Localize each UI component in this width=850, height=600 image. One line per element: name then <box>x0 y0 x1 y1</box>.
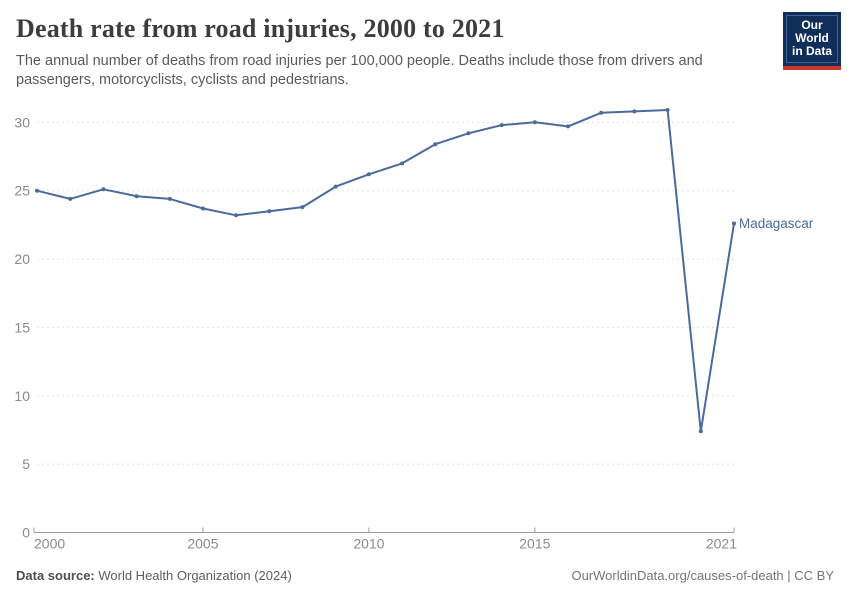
data-point-2006[interactable] <box>234 213 239 218</box>
x-tick-label-2021: 2021 <box>706 536 737 552</box>
data-point-2015[interactable] <box>532 120 537 125</box>
x-tick-label-2000: 2000 <box>34 536 65 552</box>
data-source-note: Data source: World Health Organization (… <box>16 568 292 583</box>
y-tick-label-30: 30 <box>14 114 30 130</box>
data-point-2016[interactable] <box>566 124 570 129</box>
y-tick-label-5: 5 <box>22 456 30 472</box>
y-tick-label-10: 10 <box>14 388 30 404</box>
owid-logo[interactable]: Our World in Data <box>783 12 841 70</box>
data-point-2009[interactable] <box>333 184 338 189</box>
data-point-2017[interactable] <box>599 110 604 115</box>
data-line-madagascar[interactable] <box>36 109 735 433</box>
line-chart[interactable]: 0 5 10 15 20 25 30 2000 2005 2010 2015 2021 Madagasc… <box>0 95 850 555</box>
x-tick-label-2005: 2005 <box>187 536 218 552</box>
owid-logo-line-2: in Data <box>791 44 832 58</box>
owid-logo-line-1: Our World <box>795 18 829 45</box>
y-tick-label-25: 25 <box>14 183 30 199</box>
data-point-2001[interactable] <box>68 196 73 201</box>
data-point-2008[interactable] <box>300 205 305 210</box>
series-end-label[interactable]: Madagascar <box>739 216 814 231</box>
subtitle-line-1: The annual number of deaths from road in… <box>16 53 703 69</box>
data-point-2000[interactable] <box>35 188 39 193</box>
chart-footer: Data source: World Health Organization (… <box>16 568 834 583</box>
subtitle-line-2: passengers, motorcyclists, cyclists and … <box>16 72 349 88</box>
data-point-2002[interactable] <box>101 187 106 192</box>
data-point-2003[interactable] <box>134 194 139 199</box>
data-point-2011[interactable] <box>400 161 405 166</box>
data-point-2010[interactable] <box>366 172 371 177</box>
data-point-2020[interactable] <box>698 429 703 434</box>
data-point-2013[interactable] <box>466 131 471 136</box>
data-point-2019[interactable] <box>665 108 670 112</box>
y-tick-label-0: 0 <box>22 525 30 541</box>
chart-subtitle: The annual number of deaths from road in… <box>16 52 703 90</box>
owid-logo-text: Our World in Data <box>786 15 838 63</box>
data-point-2012[interactable] <box>433 142 438 147</box>
credit-link[interactable]: OurWorldinData.org/causes-of-death | CC … <box>571 568 834 583</box>
page-title: Death rate from road injuries, 2000 to 2… <box>16 14 505 43</box>
data-point-2005[interactable] <box>201 206 205 211</box>
data-point-2004[interactable] <box>167 196 172 201</box>
x-tick-label-2015: 2015 <box>519 536 550 552</box>
y-tick-label-20: 20 <box>14 251 30 267</box>
data-point-2018[interactable] <box>632 109 637 114</box>
data-source-label: Data source: <box>16 568 95 583</box>
data-point-2007[interactable] <box>267 209 272 214</box>
logo-red-bar <box>783 66 841 70</box>
x-tick-label-2010: 2010 <box>353 536 384 552</box>
data-point-2021[interactable] <box>732 221 736 226</box>
data-point-2014[interactable] <box>499 123 504 128</box>
y-tick-label-15: 15 <box>14 319 30 335</box>
data-source-value: World Health Organization (2024) <box>94 568 292 583</box>
